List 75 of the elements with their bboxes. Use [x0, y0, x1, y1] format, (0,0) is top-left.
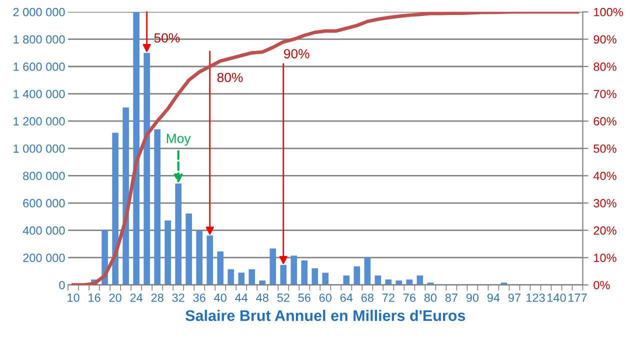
x-tick-label: 123: [526, 294, 545, 302]
bar: [259, 280, 266, 285]
bar: [122, 107, 129, 285]
bar: [312, 268, 318, 285]
y-tick-label: 1 800 000: [14, 35, 65, 44]
y2-tick-label: 40%: [593, 172, 616, 180]
annotation: 50%: [154, 33, 180, 43]
x-tick-label: 32: [172, 294, 184, 302]
y2-tick-label: 60%: [594, 117, 616, 126]
x-tick-label: 76: [403, 294, 416, 302]
bar: [322, 272, 329, 285]
y-tick-label: 400 000: [22, 226, 65, 235]
bar: [133, 12, 140, 285]
bar: [374, 276, 382, 285]
bar: [364, 258, 371, 285]
y2-tick-label: 50%: [594, 144, 616, 153]
x-tick-label: 24: [130, 294, 143, 302]
y2-tick-label: 100%: [594, 8, 623, 16]
x-tick-label: 90: [466, 294, 479, 302]
bar: [354, 266, 360, 285]
bar: [301, 260, 308, 285]
bar: [238, 272, 245, 285]
bar: [164, 220, 171, 285]
x-tick-label: 52: [277, 294, 290, 302]
x-tick-label: 68: [361, 294, 374, 302]
y2-tick-label: 70%: [594, 90, 616, 98]
y-tick-label: 1 200 000: [14, 117, 65, 126]
bar: [290, 256, 298, 285]
y-tick-label: 2 000 000: [13, 8, 65, 16]
x-tick-label: 87: [445, 294, 458, 302]
y-tick-label: 1 600 000: [14, 62, 65, 71]
x-axis-title: Salaire Brut Annuel en Milliers d'Euros: [186, 310, 466, 322]
x-tick-label: 36: [193, 294, 206, 302]
y2-tick-label: 80%: [594, 62, 616, 71]
bar: [416, 276, 424, 285]
y-tick-label: 0: [59, 280, 65, 290]
y-tick-label: 200 000: [23, 254, 65, 262]
x-tick-label: 64: [340, 294, 353, 302]
y-tick-label: 1 400 000: [14, 90, 65, 98]
bar: [270, 248, 276, 285]
x-tick-label: 140: [548, 294, 566, 302]
x-tick-label: 60: [319, 294, 332, 302]
x-tick-label: 56: [298, 294, 310, 302]
x-tick-label: 177: [568, 294, 587, 302]
bar: [196, 230, 202, 285]
y2-tick-label: 90%: [594, 35, 616, 44]
y2-tick-label: 0%: [594, 280, 610, 290]
bar: [343, 276, 350, 285]
x-tick-label: 80: [424, 294, 437, 302]
x-tick-label: 20: [109, 294, 122, 302]
x-tick-label: 28: [151, 294, 164, 302]
y-tick-label: 800 000: [23, 172, 65, 180]
x-tick-label: 94: [487, 294, 500, 302]
annotation: 80%: [217, 72, 243, 82]
bar: [217, 251, 224, 285]
bar: [248, 269, 256, 285]
x-tick-label: 48: [256, 294, 268, 302]
y-tick-label: 1 000 000: [14, 144, 65, 153]
y2-tick-label: 30%: [594, 199, 616, 208]
y2-tick-label: 10%: [594, 254, 616, 262]
bar: [112, 132, 118, 285]
x-tick-label: 44: [235, 294, 248, 302]
y-tick-label: 600 000: [23, 199, 65, 208]
x-tick-label: 10: [68, 294, 80, 302]
bar: [186, 214, 192, 285]
line-series: [72, 12, 580, 285]
x-tick-label: 72: [382, 294, 394, 302]
x-tick-label: 16: [88, 294, 100, 302]
x-tick-label: 97: [508, 294, 520, 302]
annotation: Moy: [166, 134, 191, 146]
annotation: 90%: [284, 49, 310, 58]
x-tick-label: 40: [214, 294, 226, 302]
y2-tick-label: 20%: [594, 226, 616, 235]
bar: [228, 269, 234, 285]
bar: [154, 129, 160, 285]
